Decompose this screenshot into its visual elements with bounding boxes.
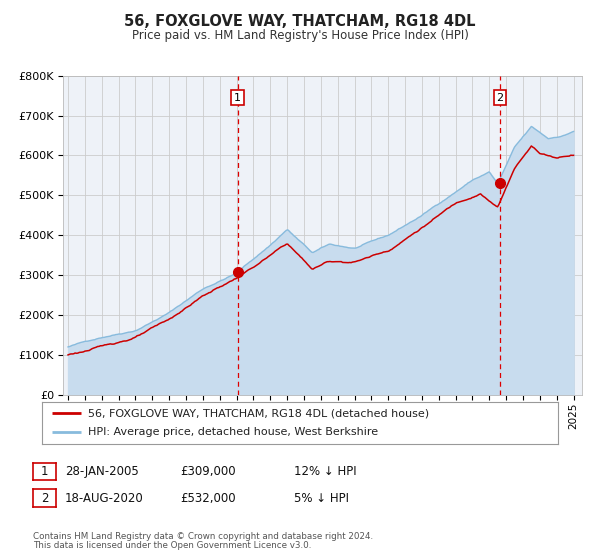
Text: HPI: Average price, detached house, West Berkshire: HPI: Average price, detached house, West… [88,427,379,437]
Text: Contains HM Land Registry data © Crown copyright and database right 2024.: Contains HM Land Registry data © Crown c… [33,532,373,541]
Text: 1: 1 [41,465,48,478]
Text: 18-AUG-2020: 18-AUG-2020 [65,492,143,505]
Text: 1: 1 [234,92,241,102]
Text: 2: 2 [496,92,503,102]
Text: £309,000: £309,000 [180,465,236,478]
Text: 56, FOXGLOVE WAY, THATCHAM, RG18 4DL (detached house): 56, FOXGLOVE WAY, THATCHAM, RG18 4DL (de… [88,408,430,418]
Text: 28-JAN-2005: 28-JAN-2005 [65,465,139,478]
Text: 12% ↓ HPI: 12% ↓ HPI [294,465,356,478]
Text: £532,000: £532,000 [180,492,236,505]
Text: 56, FOXGLOVE WAY, THATCHAM, RG18 4DL: 56, FOXGLOVE WAY, THATCHAM, RG18 4DL [124,14,476,29]
Text: Price paid vs. HM Land Registry's House Price Index (HPI): Price paid vs. HM Land Registry's House … [131,29,469,42]
Text: 5% ↓ HPI: 5% ↓ HPI [294,492,349,505]
Text: This data is licensed under the Open Government Licence v3.0.: This data is licensed under the Open Gov… [33,542,311,550]
Text: 2: 2 [41,492,48,505]
